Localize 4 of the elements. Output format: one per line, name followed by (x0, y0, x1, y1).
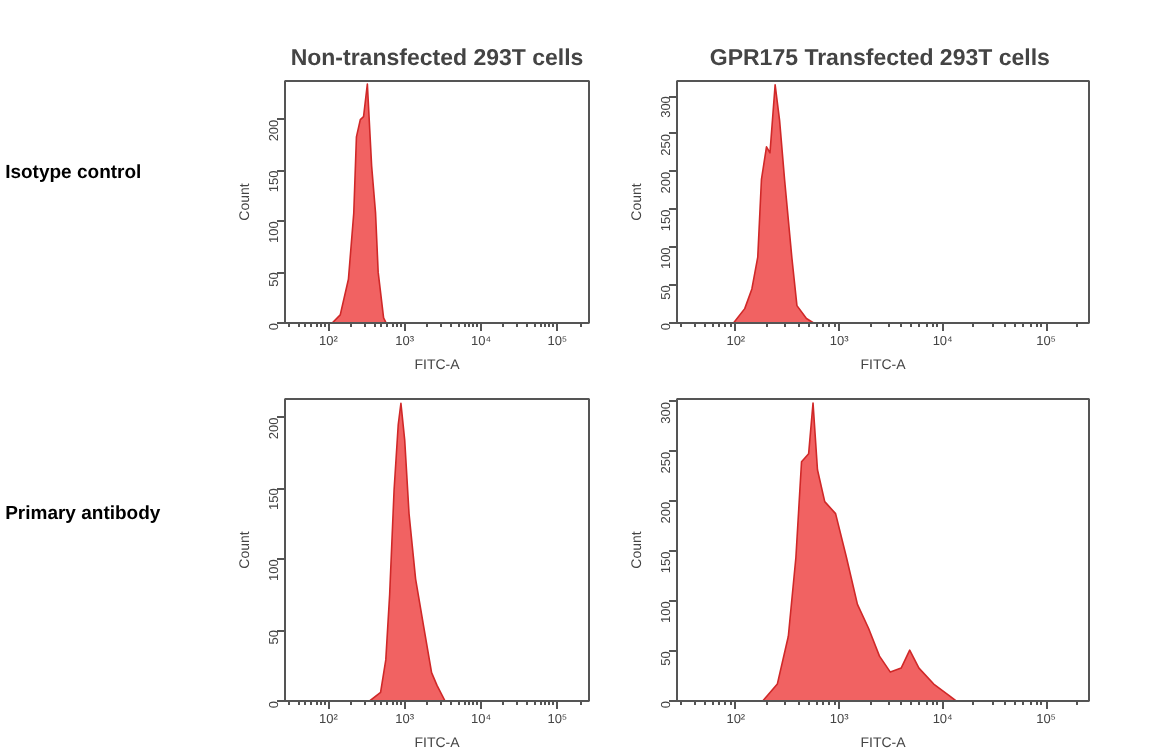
chart-title: GPR175 Transfected 293T cells (709, 47, 1050, 71)
chart-title: Non-transfected 293T cells (290, 47, 584, 71)
text: Primary antibody (5, 502, 162, 525)
text: Isotype control (5, 161, 142, 184)
